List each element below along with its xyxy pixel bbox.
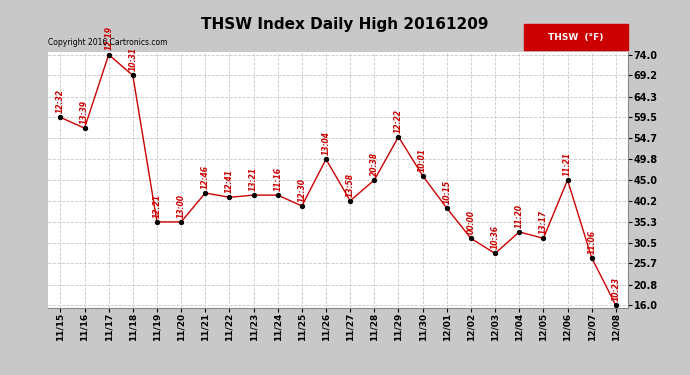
Text: 10:01: 10:01 <box>418 147 427 171</box>
Text: 12:32: 12:32 <box>56 89 65 113</box>
Text: 13:39: 13:39 <box>80 100 89 124</box>
Point <box>610 302 621 308</box>
Point <box>417 172 428 178</box>
Text: THSW Index Daily High 20161209: THSW Index Daily High 20161209 <box>201 17 489 32</box>
Point <box>200 190 211 196</box>
Point <box>442 205 453 211</box>
Text: 10:15: 10:15 <box>442 180 451 204</box>
Point <box>513 229 524 235</box>
Point <box>104 52 115 58</box>
Point <box>320 156 331 162</box>
Text: 12:46: 12:46 <box>201 165 210 189</box>
Point <box>538 236 549 242</box>
Point <box>55 114 66 120</box>
Point <box>127 72 138 78</box>
Point <box>272 192 284 198</box>
Text: 13:21: 13:21 <box>249 167 258 191</box>
Text: 12:30: 12:30 <box>297 178 306 202</box>
Text: 00:00: 00:00 <box>466 210 475 234</box>
Text: 12:41: 12:41 <box>225 169 234 193</box>
Text: 10:36: 10:36 <box>491 225 500 249</box>
Text: 12:19: 12:19 <box>104 27 113 51</box>
Text: 12:22: 12:22 <box>394 109 403 133</box>
Text: 20:38: 20:38 <box>370 152 379 176</box>
Point <box>393 134 404 140</box>
Point <box>175 219 186 225</box>
Point <box>368 177 380 183</box>
Point <box>79 125 90 131</box>
Point <box>344 198 356 204</box>
Text: 13:58: 13:58 <box>346 172 355 196</box>
Text: 11:16: 11:16 <box>273 167 282 191</box>
Text: 11:20: 11:20 <box>515 204 524 228</box>
Point <box>465 236 476 242</box>
Point <box>248 192 259 198</box>
Point <box>224 194 235 200</box>
Text: 13:17: 13:17 <box>539 210 548 234</box>
Point <box>490 251 501 257</box>
Text: 11:21: 11:21 <box>563 152 572 176</box>
Point <box>586 255 597 261</box>
Point <box>562 177 573 183</box>
Text: THSW  (°F): THSW (°F) <box>548 33 604 42</box>
Text: 10:31: 10:31 <box>128 47 137 71</box>
Text: Copyright 2016 Cartronics.com: Copyright 2016 Cartronics.com <box>48 38 168 47</box>
Text: 12:21: 12:21 <box>152 194 161 218</box>
Point <box>297 203 308 209</box>
Point <box>152 219 163 225</box>
Text: 10:23: 10:23 <box>611 277 620 301</box>
Text: 11:06: 11:06 <box>587 230 596 254</box>
Bar <box>524 24 628 50</box>
Text: 13:04: 13:04 <box>322 131 331 155</box>
Text: 13:00: 13:00 <box>177 194 186 218</box>
